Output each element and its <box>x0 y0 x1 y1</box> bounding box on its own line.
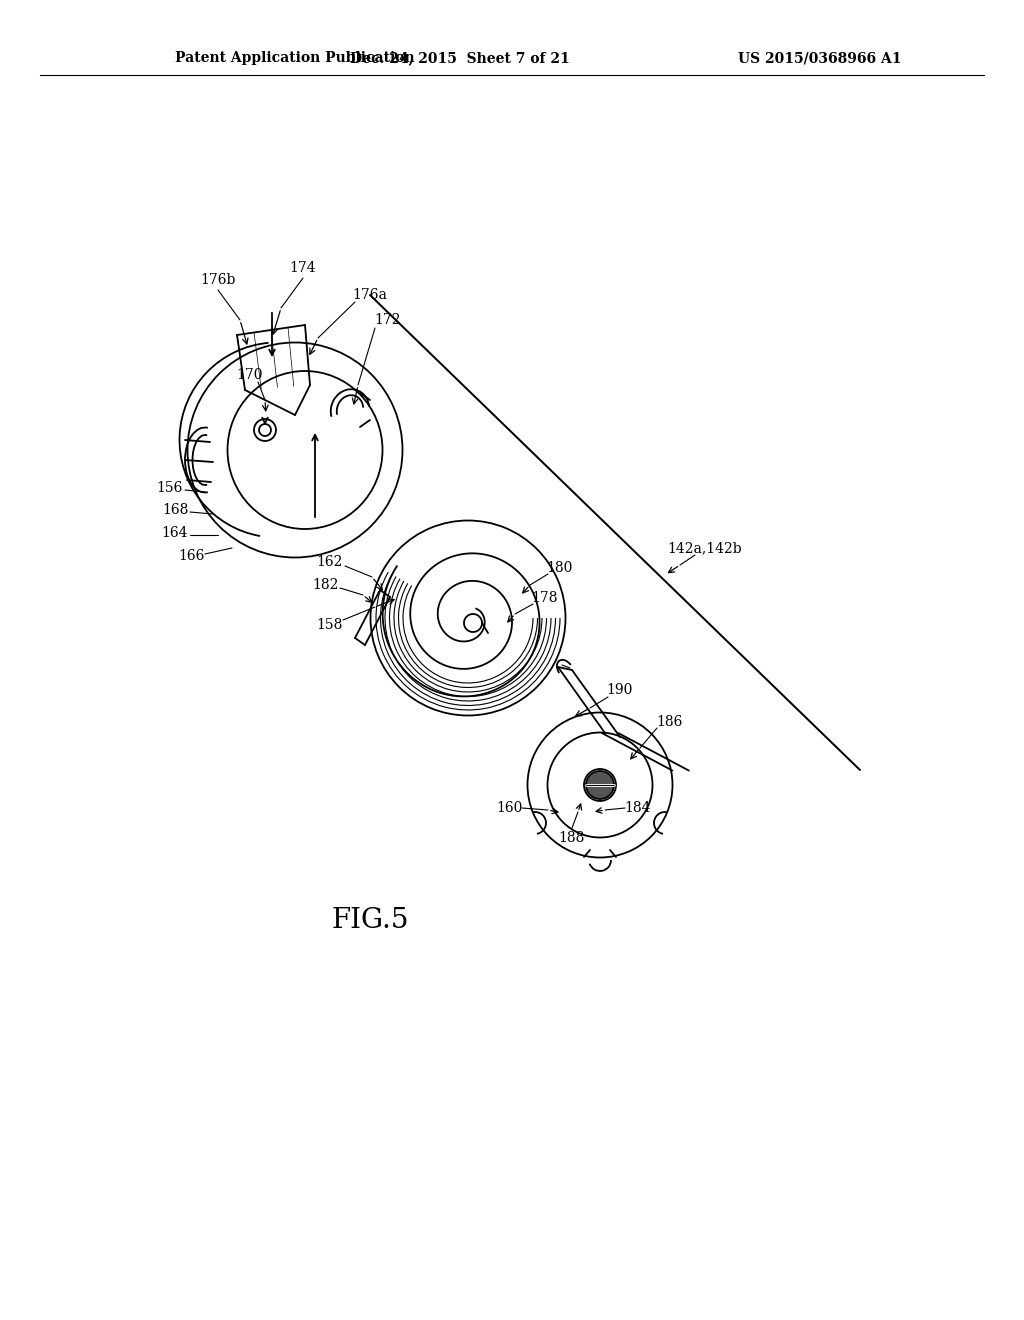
Text: 160: 160 <box>497 801 523 814</box>
Text: 158: 158 <box>316 618 343 632</box>
Text: Patent Application Publication: Patent Application Publication <box>175 51 415 65</box>
Text: Dec. 24, 2015  Sheet 7 of 21: Dec. 24, 2015 Sheet 7 of 21 <box>350 51 570 65</box>
Text: 164: 164 <box>162 525 188 540</box>
Text: 142a,142b: 142a,142b <box>668 541 742 554</box>
Text: 182: 182 <box>312 578 338 591</box>
Text: FIG.5: FIG.5 <box>331 907 409 933</box>
Text: 170: 170 <box>237 368 263 381</box>
Text: 180: 180 <box>547 561 573 576</box>
Text: 186: 186 <box>656 715 683 729</box>
Text: 166: 166 <box>179 549 205 564</box>
Ellipse shape <box>586 771 614 799</box>
Text: 188: 188 <box>559 832 585 845</box>
Text: 162: 162 <box>316 554 343 569</box>
Text: 178: 178 <box>531 591 558 605</box>
Text: 174: 174 <box>290 261 316 275</box>
Text: 190: 190 <box>607 682 633 697</box>
Text: 156: 156 <box>157 480 183 495</box>
Text: 172: 172 <box>375 313 401 327</box>
Text: 176b: 176b <box>201 273 236 286</box>
Text: 184: 184 <box>625 801 651 814</box>
Text: 176a: 176a <box>352 288 387 302</box>
Text: 168: 168 <box>162 503 188 517</box>
Text: US 2015/0368966 A1: US 2015/0368966 A1 <box>738 51 902 65</box>
